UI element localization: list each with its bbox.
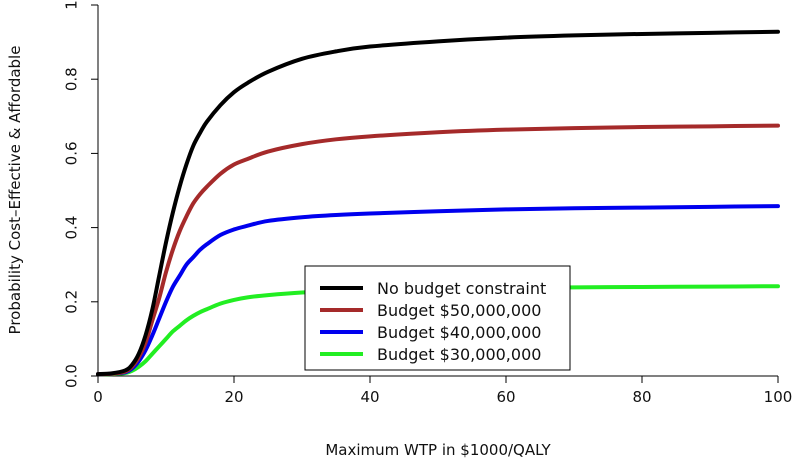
legend-label: Budget $40,000,000 bbox=[377, 323, 541, 342]
y-axis: 0.0 0.2 0.4 0.6 0.8 1 bbox=[63, 0, 98, 388]
x-axis: 0 20 40 60 80 100 bbox=[93, 376, 792, 406]
x-tick-label: 0 bbox=[93, 388, 103, 406]
y-tick-label: 0.6 bbox=[63, 141, 81, 165]
y-tick-label: 1 bbox=[63, 0, 81, 10]
x-tick-label: 60 bbox=[496, 388, 515, 406]
legend-label: No budget constraint bbox=[377, 279, 546, 298]
y-tick-label: 0.8 bbox=[63, 67, 81, 91]
x-tick-label: 80 bbox=[632, 388, 651, 406]
x-axis-label: Maximum WTP in $1000/QALY bbox=[325, 441, 551, 459]
x-tick-label: 20 bbox=[224, 388, 243, 406]
plot-area bbox=[97, 5, 778, 377]
series-line-1 bbox=[96, 123, 780, 377]
series-layer bbox=[96, 29, 780, 377]
series-line-0 bbox=[96, 29, 780, 377]
series-line-2 bbox=[96, 204, 780, 377]
x-tick-label: 100 bbox=[764, 388, 793, 406]
legend-label: Budget $50,000,000 bbox=[377, 301, 541, 320]
legend: No budget constraint Budget $50,000,000 Bu… bbox=[304, 265, 571, 371]
y-tick-label: 0.2 bbox=[63, 290, 81, 314]
y-axis-label: Probability Cost–Effective & Affordable bbox=[6, 46, 24, 335]
y-tick-label: 0.4 bbox=[63, 216, 81, 240]
legend-label: Budget $30,000,000 bbox=[377, 345, 541, 364]
x-tick-label: 40 bbox=[360, 388, 379, 406]
y-tick-label: 0.0 bbox=[63, 364, 81, 388]
